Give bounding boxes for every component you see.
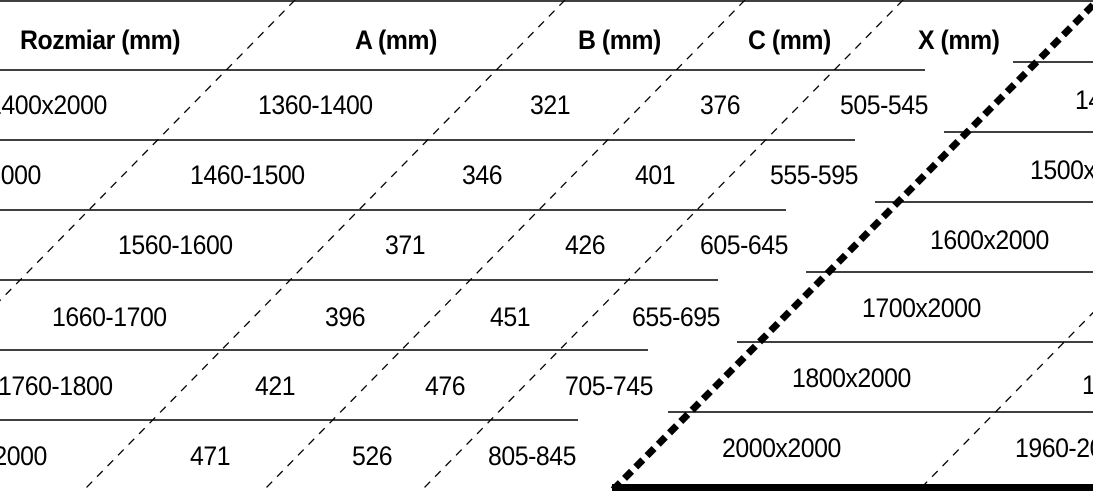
fragment-cell-rozmiar: 1400x2000 — [1075, 85, 1093, 115]
fragment-cell-rozmiar: 1600x2000 — [930, 225, 1049, 255]
column-divider — [82, 0, 566, 491]
cell-c: 376 — [700, 90, 741, 120]
cell-x: 655-695 — [632, 302, 720, 332]
fragment-cell-rozmiar: 1800x2000 — [792, 363, 911, 393]
cell-a: 1560-1600 — [118, 230, 233, 260]
cell-rozmiar: 2000x2000 — [0, 441, 47, 471]
cell-b: 371 — [385, 230, 426, 260]
header-c: C (mm) — [748, 25, 831, 55]
cell-c: 451 — [490, 302, 531, 332]
cell-rozmiar: 1500x2000 — [0, 160, 41, 190]
header-x: X (mm) — [918, 25, 1000, 55]
header-rozmiar: Rozmiar (mm) — [20, 25, 181, 55]
cell-rozmiar: 1400x2000 — [0, 90, 107, 120]
cell-x: 605-645 — [700, 230, 788, 260]
fragment-cell-rozmiar: 2000x2000 — [722, 433, 841, 463]
column-divider — [262, 0, 746, 491]
cell-c: 401 — [635, 160, 676, 190]
cell-b: 321 — [530, 90, 571, 120]
cell-x: 705-745 — [565, 371, 653, 401]
cell-a: 1660-1700 — [52, 302, 167, 332]
cell-c: 426 — [565, 230, 606, 260]
cell-c: 526 — [352, 441, 393, 471]
cell-b: 396 — [325, 302, 366, 332]
header-a: A (mm) — [355, 25, 437, 55]
cell-a: 1760-1800 — [0, 371, 113, 401]
column-divider — [420, 0, 904, 491]
cell-x: 505-545 — [840, 90, 928, 120]
cell-c: 476 — [425, 371, 466, 401]
cell-b: 346 — [462, 160, 503, 190]
fragment-cell-rozmiar: 1500x2000 — [1030, 155, 1093, 185]
cell-a: 1360-1400 — [258, 90, 373, 120]
cell-a: 1460-1500 — [190, 160, 305, 190]
fragment-cell-a: 1960-2000 — [1015, 433, 1093, 463]
bottom-border-bar — [612, 484, 1093, 491]
tear-line — [609, 2, 1093, 491]
cell-b: 421 — [255, 371, 296, 401]
header-b: B (mm) — [578, 25, 661, 55]
fragment-cell-rozmiar: 1700x2000 — [862, 293, 981, 323]
cell-x: 555-595 — [770, 160, 858, 190]
column-divider — [917, 311, 1093, 491]
cell-x: 805-845 — [488, 441, 576, 471]
fragment-cell-a: 1760-1800 — [1082, 370, 1093, 400]
cell-b: 471 — [190, 441, 231, 471]
